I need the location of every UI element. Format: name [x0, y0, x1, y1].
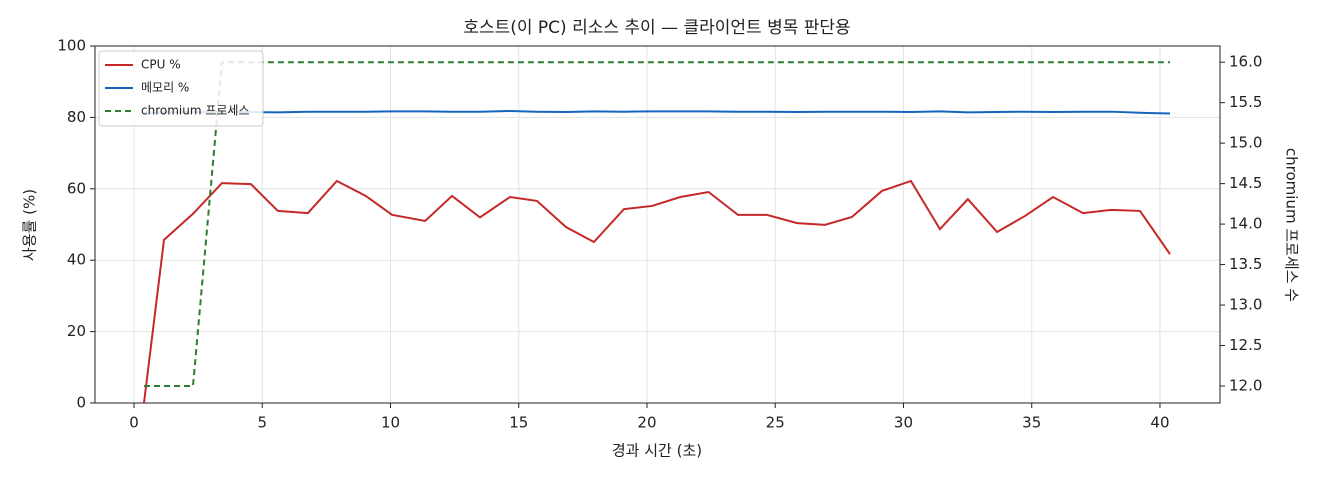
- y-tick-label: 80: [67, 108, 86, 126]
- plot-frame: [94, 45, 1221, 404]
- chart-title: 호스트(이 PC) 리소스 추이 — 클라이언트 병목 판단용: [463, 18, 850, 38]
- y2-tick-label: 14.0: [1229, 215, 1262, 233]
- x-tick-label: 20: [637, 414, 656, 432]
- series-line: [143, 61, 1170, 387]
- x-tick-label: 30: [894, 414, 913, 432]
- y-tick-label: 0: [76, 394, 86, 412]
- y2-tick-label: 16.0: [1229, 53, 1262, 71]
- legend-label: 메모리 %: [141, 81, 189, 95]
- x-tick-label: 35: [1022, 414, 1041, 432]
- x-tick-label: 40: [1150, 414, 1169, 432]
- y2-tick-label: 13.5: [1229, 255, 1262, 273]
- series-line: [143, 109, 1171, 115]
- y-tick-label: 60: [67, 179, 86, 197]
- y2-tick-label: 15.5: [1229, 93, 1262, 111]
- y-tick-label: 40: [67, 251, 86, 269]
- legend-label: CPU %: [141, 58, 181, 72]
- x-tick-label: 25: [766, 414, 785, 432]
- y2-tick-label: 12.0: [1229, 377, 1262, 395]
- y-tick-label: 100: [57, 37, 86, 55]
- x-tick-label: 10: [381, 414, 400, 432]
- y2-tick-label: 15.0: [1229, 134, 1262, 152]
- x-axis-label: 경과 시간 (초): [612, 442, 702, 460]
- y-tick-label: 20: [67, 322, 86, 340]
- y2-tick-label: 12.5: [1229, 336, 1262, 354]
- y2-axis-label: chromium 프로세스 수: [1283, 148, 1301, 302]
- y2-tick-label: 13.0: [1229, 296, 1262, 314]
- y-axis-label: 사용률 (%): [21, 189, 39, 261]
- legend-label: chromium 프로세스: [141, 104, 250, 118]
- x-tick-label: 5: [257, 414, 267, 432]
- legend-box: [98, 50, 264, 127]
- series-line: [142, 179, 1171, 404]
- y2-tick-label: 14.5: [1229, 174, 1262, 192]
- x-tick-label: 15: [509, 414, 528, 432]
- x-tick-label: 0: [129, 414, 139, 432]
